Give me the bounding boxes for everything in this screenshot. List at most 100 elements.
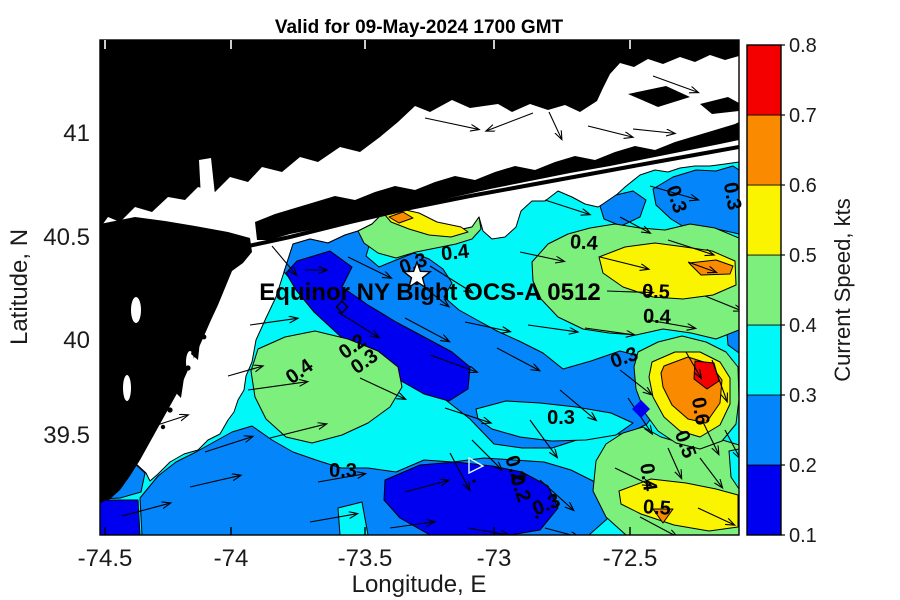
current-vector-arrow	[519, 251, 564, 261]
x-axis-ticks: -74.5 -74 -73.5 -73 -72.5	[78, 40, 657, 572]
sound-island-1	[628, 86, 690, 107]
current-vector-arrow	[606, 291, 653, 293]
current-vector-arrow	[429, 265, 472, 292]
dot-marker-2	[535, 515, 539, 519]
current-vector-arrow	[467, 527, 509, 535]
colorbar-band	[746, 394, 782, 466]
colorbar-tick-label: 0.2	[789, 455, 817, 477]
current-vector-arrow	[429, 354, 477, 372]
axes-frame	[99, 39, 740, 536]
y-tick-label: 39.5	[43, 422, 90, 449]
current-vector-arrow	[247, 382, 307, 391]
current-vector-arrow	[227, 366, 263, 377]
contour-region-green-west	[250, 330, 403, 444]
x-axis-label: Longitude, E	[352, 571, 487, 598]
nj-barrier-island-1	[191, 341, 200, 360]
contour-region-blue-ne1	[599, 190, 647, 227]
contour-label: 0.4	[643, 306, 672, 329]
current-vector-arrow	[724, 429, 739, 458]
current-vector-arrow	[527, 324, 578, 332]
current-vector-arrow	[424, 287, 449, 306]
current-vector-arrow	[544, 527, 579, 535]
contour-region-cyan-island	[475, 400, 634, 442]
current-vector-arrow	[548, 111, 562, 139]
nj-islet-3	[160, 424, 166, 430]
current-vector-arrow	[147, 415, 188, 429]
current-vector-arrow	[587, 125, 633, 137]
current-vector-arrow	[389, 522, 435, 529]
current-vector-arrow	[614, 467, 651, 486]
nj-bay-1	[131, 297, 141, 323]
contour-region-darkblue-band	[285, 250, 471, 402]
current-vector-arrow	[697, 507, 734, 525]
current-vector-arrow	[704, 295, 739, 311]
current-vector-arrow	[249, 318, 298, 326]
contour-label: 0.4	[569, 231, 599, 255]
hudson-river	[199, 158, 215, 198]
blue-diamond-marker	[632, 400, 650, 418]
contour-region-orange-se	[652, 508, 674, 524]
current-vector-arrow	[649, 185, 698, 200]
long-island	[255, 122, 739, 240]
contour-label: 0.6	[687, 396, 713, 427]
colorbar-band	[746, 44, 782, 116]
contour-label: 0.3	[329, 460, 357, 482]
current-vector-arrow	[142, 246, 175, 251]
contour-region-orange-top	[388, 211, 414, 224]
site-annotation: Equinor NY Bight OCS-A 0512	[259, 279, 600, 306]
quiver-arrows	[121, 75, 739, 535]
current-vector-arrow	[632, 128, 675, 133]
current-vector-arrow	[189, 475, 241, 488]
contour-region-darkblue-corner	[100, 499, 141, 535]
colorbar-band	[746, 324, 782, 396]
colorbar-tick-label: 0.7	[789, 105, 817, 127]
current-vector-arrow	[464, 321, 510, 332]
x-tick-label: -74	[214, 545, 249, 572]
current-vector-arrow	[711, 359, 727, 401]
current-vector-arrow	[404, 480, 448, 493]
current-vector-arrow	[619, 369, 652, 395]
open-diamond-marker	[335, 299, 349, 315]
current-vector-arrow	[699, 457, 722, 488]
current-vector-arrow	[309, 514, 357, 523]
current-vector-arrow	[639, 516, 677, 535]
y-tick-label: 41	[63, 120, 90, 147]
y-tick-label: 40.5	[43, 224, 90, 251]
colorbar-tick-label: 0.6	[789, 175, 817, 197]
colorbar-tick-label: 0.5	[789, 245, 817, 267]
colorbar-band	[746, 464, 782, 536]
current-vector-arrow	[317, 474, 365, 483]
current-vector-arrow	[584, 327, 635, 335]
current-vector-arrow	[444, 407, 491, 423]
current-vector-arrow	[204, 437, 253, 453]
site-star-marker	[401, 259, 433, 289]
contour-region-yellow-right	[598, 242, 737, 300]
barrier-beach	[169, 145, 739, 264]
nj-barrier-island-2	[175, 378, 184, 398]
land-group	[100, 40, 739, 503]
figure-title: Valid for 09-May-2024 1700 GMT	[275, 17, 564, 38]
current-vector-arrow	[337, 311, 379, 337]
nj-islet-4	[201, 334, 207, 340]
current-vector-arrow	[544, 199, 590, 215]
marker-group	[335, 259, 650, 519]
colorbar-tick-label: 0.3	[789, 385, 817, 407]
current-vector-arrow	[539, 479, 573, 510]
current-vector-arrow	[359, 377, 405, 399]
colorbar: 0.1 0.2 0.3 0.4 0.5 0.6 0.7 0.8	[746, 35, 817, 547]
current-vector-arrow	[404, 317, 449, 341]
current-vector-arrow	[599, 256, 649, 269]
x-tick-label: -73	[477, 545, 512, 572]
colorbar-band	[746, 184, 782, 256]
current-vector-arrow	[619, 216, 650, 233]
current-vector-arrow	[269, 424, 326, 439]
y-axis-label: Latitude, N	[6, 229, 33, 345]
colorbar-band	[746, 254, 782, 326]
current-vector-arrow	[471, 439, 502, 470]
current-vector-arrow	[424, 117, 479, 129]
mainland-landmass	[100, 40, 739, 228]
current-vector-arrow	[559, 389, 596, 420]
current-vector-arrow	[449, 452, 470, 490]
colorbar-tick-label: 0.4	[789, 315, 817, 337]
